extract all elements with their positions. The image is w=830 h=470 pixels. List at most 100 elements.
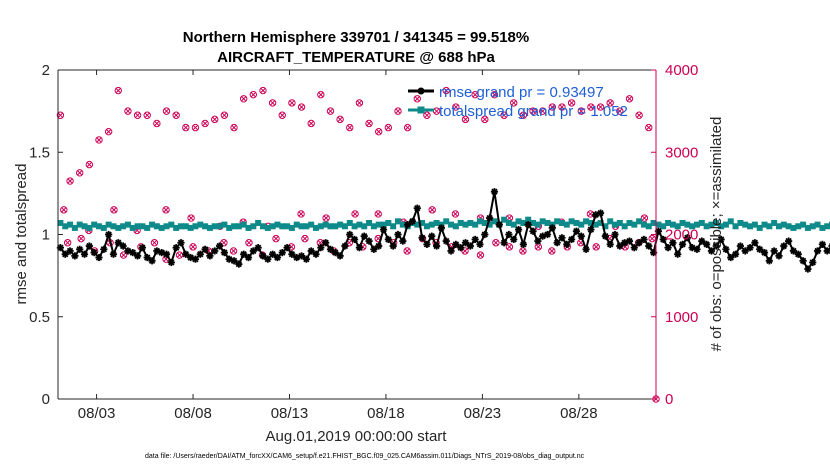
rmse-point	[269, 250, 277, 258]
y-axis-label: rmse and totalspread	[13, 164, 30, 305]
obs-assimilated-cross	[289, 100, 295, 106]
obs-assimilated-cross	[588, 104, 594, 110]
totalspread-point	[269, 223, 276, 230]
totalspread-point	[380, 221, 387, 228]
obs-assimilated-cross	[395, 108, 401, 114]
rmse-point-stroke	[414, 204, 421, 212]
obs-possible-circle	[635, 111, 643, 119]
rmse-point	[71, 252, 79, 260]
rmse-point-stroke	[553, 239, 561, 246]
totalspread-point	[693, 221, 700, 228]
totalspread-point	[583, 218, 590, 225]
obs-count-point	[85, 160, 94, 169]
obs-count-point	[278, 111, 286, 119]
obs-count-point	[500, 111, 508, 119]
obs-assimilated-cross	[472, 92, 478, 98]
totalspread-point	[110, 223, 117, 230]
obs-assimilated-cross	[347, 125, 353, 131]
obs-assimilated-cross	[78, 236, 84, 242]
rmse-point-stroke	[746, 244, 754, 251]
obs-assimilated-cross	[385, 125, 391, 131]
rmse-point	[568, 235, 576, 244]
rmse-point	[466, 242, 474, 250]
totalspread-point	[250, 223, 257, 230]
obs-assimilated-cross	[649, 236, 655, 242]
rmse-point	[640, 235, 648, 244]
rmse-point-stroke	[534, 237, 542, 245]
rmse-point	[80, 250, 89, 258]
obs-possible-circle	[187, 214, 195, 222]
rmse-point	[601, 232, 609, 240]
obs-count-point	[428, 206, 436, 214]
rmse-point-stroke	[119, 242, 127, 250]
obs-assimilated-cross	[641, 215, 647, 221]
rmse-point	[119, 242, 127, 250]
obs-count-point	[110, 206, 118, 214]
totalspread-point	[587, 219, 594, 226]
rmse-point-stroke	[303, 255, 310, 263]
x-tick-label: 08/28	[560, 405, 598, 422]
obs-count-point	[150, 239, 159, 247]
obs-possible-circle	[77, 234, 85, 243]
totalspread-point	[255, 219, 262, 226]
totalspread-point	[525, 216, 532, 223]
rmse-point-stroke	[756, 246, 763, 253]
rmse-point-stroke	[664, 244, 672, 251]
rmse-point-stroke	[351, 236, 358, 243]
rmse-point	[408, 217, 417, 225]
obs-possible-circle	[529, 107, 537, 115]
totalspread-point	[226, 224, 233, 231]
totalspread-point	[245, 224, 252, 231]
rmse-point	[596, 209, 605, 217]
x-tick-label: 08/13	[271, 405, 309, 422]
rmse-point-stroke	[809, 259, 816, 266]
obs-count-point	[220, 111, 229, 119]
rmse-point	[302, 255, 310, 263]
totalspread-point	[655, 221, 662, 228]
y-tick-label: 0	[42, 391, 50, 408]
rmse-point-stroke	[578, 232, 585, 240]
rmse-point-stroke	[558, 234, 566, 241]
totalspread-point	[737, 219, 744, 226]
obs-count-point	[317, 90, 325, 99]
obs-possible-circle	[648, 234, 656, 243]
rmse-point	[379, 225, 388, 234]
rmse-point-stroke	[370, 246, 378, 253]
rmse-point	[500, 239, 508, 247]
data-file-footnote: data file: /Users/raeder/DAI/ATM_forcXX/…	[145, 453, 585, 460]
rmse-point	[133, 252, 142, 260]
obs-possible-circle	[476, 251, 485, 259]
obs-possible-circle	[374, 210, 382, 218]
rmse-point-stroke	[717, 236, 725, 243]
rmse-point-stroke	[443, 237, 450, 245]
rmse-point	[346, 230, 354, 239]
obs-possible-circle	[351, 210, 359, 218]
obs-count-point	[471, 90, 479, 99]
rmse-point-stroke	[582, 246, 590, 253]
totalspread-point	[592, 221, 599, 228]
obs-possible-circle	[230, 123, 238, 132]
totalspread-point	[530, 219, 537, 226]
rmse-point	[669, 239, 677, 247]
obs-count-point	[124, 107, 132, 115]
totalspread-point	[149, 221, 156, 228]
obs-assimilated-cross	[366, 120, 372, 127]
rmse-point-stroke	[245, 254, 252, 261]
rmse-point	[254, 244, 262, 252]
rmse-point	[794, 250, 802, 258]
obs-possible-circle	[538, 107, 547, 115]
obs-assimilated-cross	[298, 211, 304, 217]
totalspread-point	[341, 223, 348, 230]
rmse-point	[297, 252, 306, 260]
obs-count-point	[616, 107, 624, 115]
totalspread-point	[775, 223, 782, 230]
totalspread-point	[423, 223, 430, 230]
totalspread-point	[626, 219, 633, 226]
obs-possible-circle	[548, 103, 557, 111]
rmse-point-stroke	[341, 242, 349, 250]
obs-possible-circle	[567, 99, 576, 107]
rmse-point	[780, 242, 788, 250]
obs-count-point	[423, 111, 431, 119]
obs-count-point	[452, 103, 460, 111]
obs-assimilated-cross	[569, 100, 575, 106]
